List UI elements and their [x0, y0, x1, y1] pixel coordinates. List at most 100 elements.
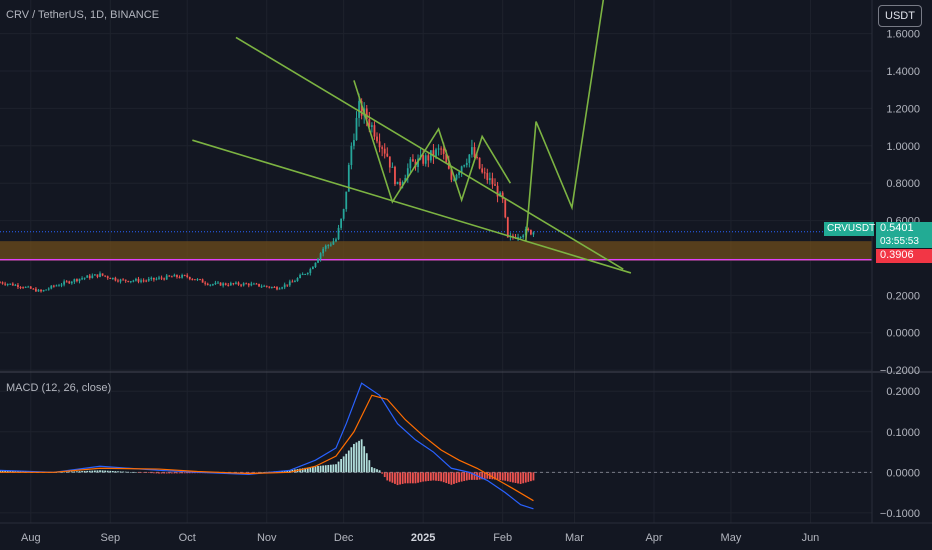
- candle-body: [422, 155, 425, 164]
- macd-histogram-bar: [332, 464, 335, 473]
- symbol-title[interactable]: CRV / TetherUS, 1D, BINANCE: [6, 9, 160, 21]
- macd-histogram-bar: [19, 471, 22, 473]
- macd-histogram-bar: [135, 472, 137, 473]
- candle-body: [168, 275, 171, 277]
- candle-body: [427, 155, 430, 161]
- macd-histogram-bar: [363, 446, 366, 473]
- candle-body: [306, 272, 309, 274]
- candle-body: [242, 283, 245, 286]
- time-tick-label: Sep: [100, 532, 120, 544]
- candle-body: [237, 282, 240, 285]
- macd-histogram-bar: [301, 468, 304, 473]
- candle-body: [60, 284, 63, 286]
- candle-body: [276, 287, 278, 290]
- candle-body: [499, 192, 502, 197]
- macd-histogram-bar: [322, 465, 325, 473]
- macd-histogram-bar: [360, 439, 363, 473]
- macd-histogram-bar: [506, 472, 509, 482]
- drawings-group[interactable]: [192, 0, 632, 274]
- macd-histogram-bar: [529, 472, 532, 482]
- candle-body: [196, 279, 199, 281]
- bar-countdown-tag: 03:55:53: [876, 235, 932, 248]
- candle-body: [383, 148, 386, 154]
- candle-body: [440, 148, 443, 150]
- candle-body: [240, 284, 242, 286]
- candle-body: [365, 108, 368, 120]
- macd-histogram-bar: [165, 472, 168, 474]
- macd-histogram-bar: [383, 472, 386, 478]
- candle-body: [478, 157, 481, 169]
- macd-histogram-bar: [424, 472, 427, 482]
- macd-histogram-bar: [88, 470, 91, 473]
- macd-histogram-bar: [519, 472, 522, 484]
- macd-histogram-bar: [158, 472, 160, 474]
- candle-body: [19, 287, 22, 289]
- time-tick-label: Apr: [645, 532, 662, 544]
- candle-body: [376, 136, 378, 142]
- candle-body: [250, 283, 253, 286]
- candle-body: [468, 154, 471, 163]
- candle-body: [232, 283, 235, 285]
- macd-histogram-bar: [288, 470, 291, 473]
- candle-body: [327, 245, 330, 247]
- candle-body: [22, 287, 24, 289]
- macd-histogram-bar: [337, 461, 340, 473]
- candle-body: [147, 278, 150, 281]
- macd-histogram-bar: [176, 472, 178, 474]
- candle-body: [58, 285, 60, 287]
- macd-histogram-bar: [512, 472, 514, 483]
- macd-histogram-bar: [450, 472, 453, 485]
- macd-histogram-bar: [6, 470, 9, 473]
- candle-body: [37, 289, 40, 292]
- candle-body: [47, 288, 50, 290]
- macd-histogram-bar: [527, 472, 530, 482]
- candle-body: [391, 166, 394, 168]
- candle-body: [0, 282, 1, 284]
- candle-body: [345, 191, 348, 210]
- candle-body: [501, 192, 504, 200]
- candle-body: [55, 285, 58, 287]
- macd-histogram-bar: [491, 472, 494, 480]
- candle-body: [319, 253, 322, 259]
- candle-body: [396, 181, 399, 185]
- candle-body: [170, 276, 173, 278]
- macd-histogram-bar: [342, 456, 345, 473]
- macd-histogram-bar: [117, 471, 119, 473]
- macd-indicator-label[interactable]: MACD (12, 26, close): [6, 382, 112, 394]
- macd-histogram-bar: [1, 470, 4, 473]
- candle-body: [101, 273, 104, 276]
- macd-histogram-bar: [255, 472, 258, 473]
- candle-body: [32, 288, 35, 290]
- macd-histogram-bar: [432, 472, 435, 481]
- macd-histogram-bar: [437, 472, 440, 482]
- candle-body: [96, 274, 99, 277]
- candle-body: [304, 273, 307, 275]
- candle-body: [368, 119, 371, 127]
- candle-body: [324, 245, 327, 249]
- candle-body: [201, 279, 204, 283]
- candle-body: [337, 227, 340, 240]
- candle-body: [399, 181, 401, 186]
- candle-body: [145, 280, 148, 282]
- candle-body: [404, 178, 407, 183]
- candle-body: [496, 185, 499, 197]
- candle-body: [278, 288, 281, 290]
- macd-histogram-bar: [404, 472, 407, 484]
- macd-histogram-bar: [93, 470, 96, 473]
- macd-histogram-bar: [442, 472, 445, 483]
- candle-body: [429, 150, 432, 161]
- candle-body: [270, 286, 273, 288]
- macd-histogram-bar: [283, 470, 286, 473]
- candle-body: [63, 281, 66, 285]
- currency-button[interactable]: USDT: [878, 5, 922, 27]
- candle-body: [76, 279, 78, 282]
- macd-histogram-bar: [324, 465, 327, 473]
- candle-body: [481, 168, 484, 173]
- macd-histogram-bar: [11, 470, 14, 473]
- price-tick-label: 0.8000: [886, 178, 920, 190]
- macd-histogram-bar: [111, 471, 114, 473]
- macd-histogram-bar: [155, 472, 158, 474]
- macd-histogram-bar: [129, 471, 132, 473]
